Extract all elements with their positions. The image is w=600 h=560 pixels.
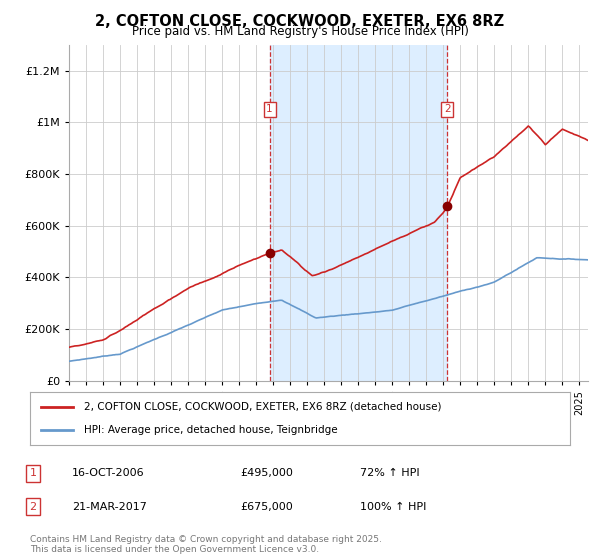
- Bar: [269, 45, 447, 381]
- Text: 2, COFTON CLOSE, COCKWOOD, EXETER, EX6 8RZ (detached house): 2, COFTON CLOSE, COCKWOOD, EXETER, EX6 8…: [84, 402, 442, 412]
- Text: 2: 2: [29, 502, 37, 512]
- Text: 16-OCT-2006: 16-OCT-2006: [72, 468, 145, 478]
- Text: 21-MAR-2017: 21-MAR-2017: [72, 502, 147, 512]
- Text: 1: 1: [29, 468, 37, 478]
- Text: £675,000: £675,000: [240, 502, 293, 512]
- Text: £495,000: £495,000: [240, 468, 293, 478]
- Text: 1: 1: [266, 104, 273, 114]
- Text: 100% ↑ HPI: 100% ↑ HPI: [360, 502, 427, 512]
- Text: Price paid vs. HM Land Registry's House Price Index (HPI): Price paid vs. HM Land Registry's House …: [131, 25, 469, 38]
- Text: Contains HM Land Registry data © Crown copyright and database right 2025.
This d: Contains HM Land Registry data © Crown c…: [30, 535, 382, 554]
- Text: 2: 2: [444, 104, 451, 114]
- Text: 2, COFTON CLOSE, COCKWOOD, EXETER, EX6 8RZ: 2, COFTON CLOSE, COCKWOOD, EXETER, EX6 8…: [95, 14, 505, 29]
- Text: 72% ↑ HPI: 72% ↑ HPI: [360, 468, 419, 478]
- Text: HPI: Average price, detached house, Teignbridge: HPI: Average price, detached house, Teig…: [84, 425, 338, 435]
